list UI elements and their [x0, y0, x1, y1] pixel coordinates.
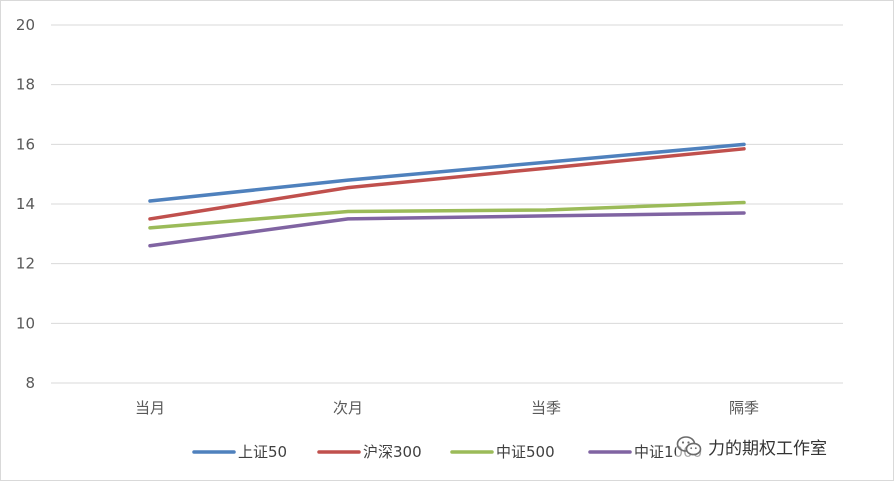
- data-point: [544, 161, 548, 164]
- data-point: [742, 147, 746, 151]
- data-point: [544, 214, 548, 218]
- series-lines: [148, 142, 746, 248]
- series-line-1: [148, 147, 746, 221]
- watermark: 力的期权工作室: [676, 431, 831, 461]
- y-tick-label: 16: [16, 135, 35, 153]
- y-tick-label: 12: [16, 255, 35, 273]
- data-point: [148, 226, 152, 230]
- y-tick-label: 8: [25, 374, 35, 392]
- data-point: [742, 201, 746, 204]
- data-point: [544, 208, 548, 212]
- series-line-2: [148, 200, 746, 230]
- data-point: [346, 178, 350, 182]
- legend-label: 上证50: [238, 443, 287, 461]
- legend: 上证50 沪深300 中证500 中证1000: [192, 443, 702, 461]
- x-tick-label: 次月: [333, 399, 363, 417]
- legend-label: 中证500: [496, 443, 555, 461]
- data-point: [148, 199, 152, 203]
- data-point: [148, 244, 152, 247]
- series-line-0: [148, 142, 746, 203]
- wechat-icon: [676, 436, 702, 456]
- data-point: [742, 143, 746, 146]
- data-point: [544, 167, 548, 170]
- x-tick-label: 当季: [531, 399, 561, 417]
- x-axis-ticks: 当月 次月 当季 隔季: [135, 399, 759, 417]
- y-tick-label: 14: [16, 195, 35, 213]
- y-tick-label: 20: [16, 16, 35, 34]
- data-point: [346, 210, 350, 213]
- gridlines: [51, 24, 843, 384]
- y-tick-label: 18: [16, 76, 35, 94]
- data-point: [346, 186, 350, 189]
- data-point: [148, 217, 152, 221]
- legend-label: 沪深300: [363, 443, 422, 461]
- data-point: [742, 211, 746, 215]
- series-line-3: [148, 211, 746, 248]
- watermark-text: 力的期权工作室: [708, 438, 827, 459]
- x-tick-label: 隔季: [729, 399, 759, 417]
- y-tick-label: 10: [16, 314, 35, 332]
- y-axis-ticks: 8 10 12 14 16 18 20: [16, 16, 35, 392]
- data-point: [346, 217, 350, 221]
- x-tick-label: 当月: [135, 399, 165, 417]
